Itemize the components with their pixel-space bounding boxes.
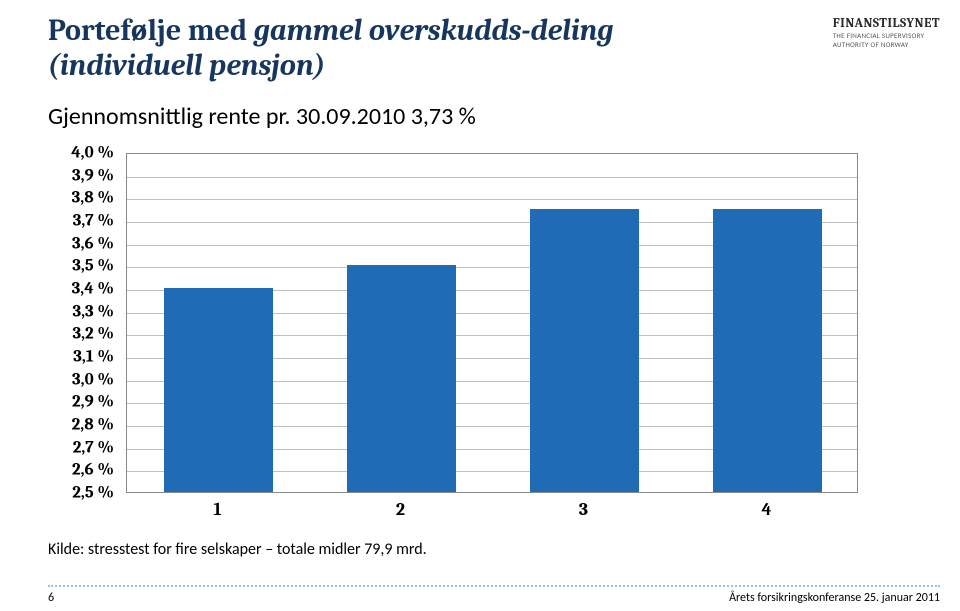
bar bbox=[347, 265, 457, 492]
y-tick-label: 4,0 % bbox=[71, 144, 114, 163]
y-tick-label: 3,0 % bbox=[72, 370, 114, 389]
y-tick-label: 3,1 % bbox=[73, 348, 114, 367]
y-tick-label: 3,8 % bbox=[72, 189, 114, 208]
page-number: 6 bbox=[48, 591, 54, 605]
title-italic2: (individuell pensjon) bbox=[48, 48, 325, 83]
page-subtitle: Gjennomsnittlig rente pr. 30.09.2010 3,7… bbox=[48, 102, 476, 131]
logo-sub1: THE FINANCIAL SUPERVISORY bbox=[833, 32, 940, 40]
y-tick-label: 2,7 % bbox=[73, 438, 114, 457]
x-axis-labels: 1 2 3 4 bbox=[126, 499, 858, 529]
y-tick-label: 2,5 % bbox=[72, 484, 114, 503]
y-tick-label: 3,6 % bbox=[72, 234, 114, 253]
bar bbox=[713, 209, 823, 492]
bar bbox=[530, 209, 640, 492]
title-block: Portefølje med gammel overskudds-deling … bbox=[48, 14, 748, 83]
bar-chart: 4,0 %3,9 %3,8 %3,7 %3,6 %3,5 %3,4 %3,3 %… bbox=[48, 153, 864, 533]
bar bbox=[164, 288, 274, 492]
x-tick-label: 2 bbox=[396, 499, 405, 520]
logo-main: FINANSTILSYNET bbox=[833, 16, 940, 31]
y-axis-labels: 4,0 %3,9 %3,8 %3,7 %3,6 %3,5 %3,4 %3,3 %… bbox=[48, 153, 120, 493]
x-tick-label: 3 bbox=[579, 499, 588, 520]
title-pre: Portefølje med bbox=[48, 13, 254, 48]
y-tick-label: 3,2 % bbox=[72, 325, 114, 344]
title-italic: gammel overskudds-deling bbox=[254, 13, 614, 48]
chart-bars bbox=[127, 154, 857, 492]
chart-plot-area bbox=[126, 153, 858, 493]
y-tick-label: 3,5 % bbox=[72, 257, 114, 276]
y-tick-label: 3,7 % bbox=[73, 212, 114, 231]
x-tick-label: 1 bbox=[213, 499, 221, 520]
y-tick-label: 2,9 % bbox=[72, 393, 114, 412]
y-tick-label: 3,4 % bbox=[72, 280, 114, 299]
y-tick-label: 3,9 % bbox=[72, 166, 114, 185]
footer-divider bbox=[48, 585, 940, 587]
footer-right-text: Årets forsikringskonferanse 25. januar 2… bbox=[729, 591, 940, 605]
y-tick-label: 3,3 % bbox=[72, 302, 114, 321]
y-tick-label: 2,6 % bbox=[72, 461, 114, 480]
logo-sub2: AUTHORITY OF NORWAY bbox=[833, 41, 940, 49]
page-title: Portefølje med gammel overskudds-deling … bbox=[48, 14, 748, 83]
logo: FINANSTILSYNET THE FINANCIAL SUPERVISORY… bbox=[833, 16, 940, 48]
source-text: Kilde: stresstest for fire selskaper – t… bbox=[48, 540, 427, 559]
slide: Portefølje med gammel overskudds-deling … bbox=[0, 0, 960, 611]
y-tick-label: 2,8 % bbox=[72, 416, 114, 435]
x-tick-label: 4 bbox=[762, 499, 772, 520]
